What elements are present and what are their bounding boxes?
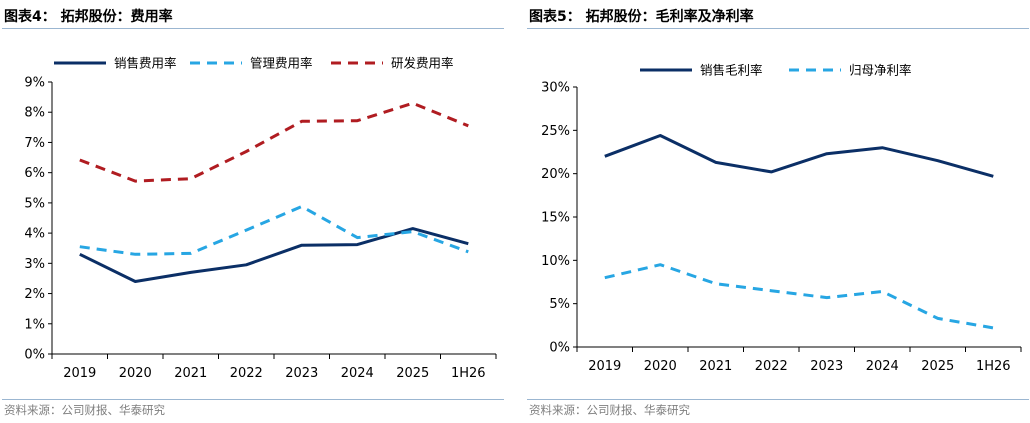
y-tick-label: 15% [541,211,570,226]
x-tick-label: 1H26 [451,366,486,381]
source-note: 资料来源：公司财报、华泰研究 [4,403,165,417]
y-tick-label: 0% [24,348,45,363]
y-tick-label: 9% [24,76,45,91]
x-tick-label: 2021 [699,359,732,374]
chart-title: 图表5： 拓邦股份：毛利率及净利率 [529,9,754,25]
y-tick-label: 6% [24,166,45,181]
x-tick-label: 2022 [230,366,263,381]
y-tick-label: 10% [541,254,570,269]
series-line-2 [604,263,994,330]
chart-panel-expense-ratios: 图表4： 拓邦股份：费用率 0% 1% 2% 3% 4% 5% 6% 7% 8% 9% 2019 20… [2,0,504,423]
source-divider [2,399,504,400]
y-tick-label: 1% [24,317,45,332]
series-line-3 [79,101,469,183]
x-tick-label: 2024 [341,366,374,381]
title-divider [527,28,1029,29]
x-tick-label: 1H26 [976,359,1011,374]
legend-label: 销售费用率 [114,56,177,71]
x-tick-label: 2020 [119,366,152,381]
y-tick-label: 20% [541,167,570,182]
y-tick-label: 2% [24,287,45,302]
x-tick-label: 2019 [63,366,96,381]
x-tick-label: 2020 [644,359,677,374]
expense-ratio-line-chart: 0% 1% 2% 3% 4% 5% 6% 7% 8% 9% 2019 2020 2021 2022 2023… [24,56,497,381]
y-tick-label: 5% [24,196,45,211]
y-tick-label: 5% [549,297,570,312]
x-tick-label: 2025 [921,359,954,374]
legend-label: 归母净利率 [849,63,912,78]
y-tick-label: 7% [24,136,45,151]
y-tick-label: 30% [541,81,570,96]
y-tick-label: 25% [541,124,570,139]
x-tick-label: 2022 [755,359,788,374]
series-line-2 [79,205,469,256]
y-tick-label: 4% [24,227,45,242]
y-tick-label: 0% [549,341,570,356]
legend-label: 销售毛利率 [700,63,763,78]
x-tick-label: 2019 [588,359,621,374]
x-tick-label: 2025 [396,366,429,381]
series-line-1 [604,134,994,178]
chart-panel-margins: 图表5： 拓邦股份：毛利率及净利率 0% 5% 10% 15% 20% 25% 30% 201… [527,0,1029,423]
legend-label: 管理费用率 [250,56,313,71]
margin-line-chart: 0% 5% 10% 15% 20% 25% 30% 2019 2020 2021 2022 2023 2… [541,63,1022,374]
x-tick-label: 2023 [285,366,318,381]
x-tick-label: 2024 [866,359,899,374]
y-tick-label: 8% [24,106,45,121]
chart-title: 图表4： 拓邦股份：费用率 [4,9,173,25]
source-note: 资料来源：公司财报、华泰研究 [529,403,690,417]
legend-label: 研发费用率 [391,56,454,71]
y-tick-label: 3% [24,257,45,272]
x-tick-label: 2021 [174,366,207,381]
title-divider [2,28,504,29]
source-divider [527,399,1029,400]
x-tick-label: 2023 [810,359,843,374]
